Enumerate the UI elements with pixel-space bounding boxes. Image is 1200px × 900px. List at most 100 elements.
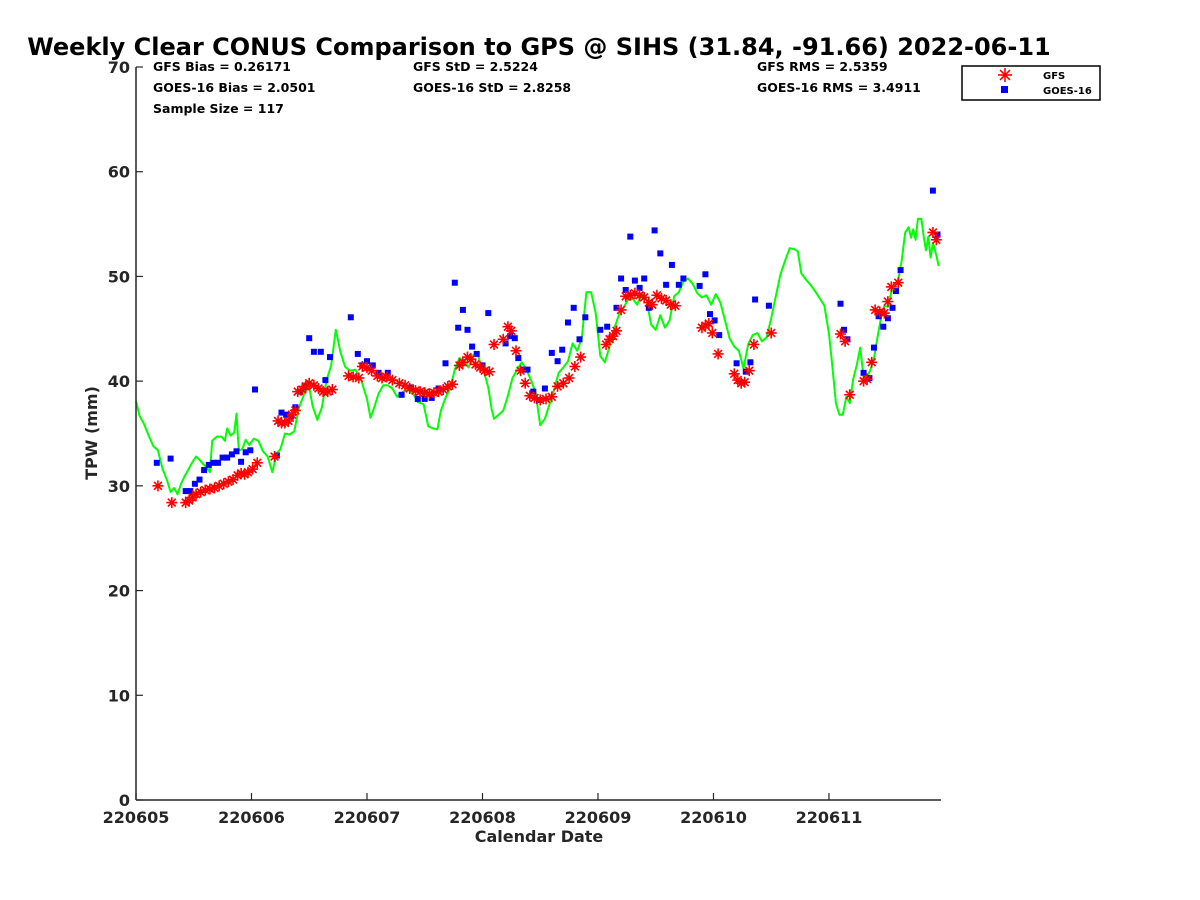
goes16-point [524,366,531,373]
x-tick-label: 220611 [796,808,863,827]
y-tick-label: 20 [108,582,130,601]
gfs-point [247,463,259,475]
gfs-point [152,480,164,492]
gfs-point [706,327,718,339]
goes16-point [519,366,526,373]
gfs-point [866,356,878,368]
goes16-point [875,313,882,320]
goes-std-stat: GOES-16 StD = 2.8258 [413,80,571,95]
goes16-point [196,476,203,483]
goes16-point [233,448,240,455]
gfs-point [519,377,531,389]
legend-goes-square [1001,86,1008,93]
goes16-point [201,467,208,474]
gfs-std-stat: GFS StD = 2.5224 [413,59,538,74]
goes16-point [464,326,471,333]
gfs-point [743,365,755,377]
goes16-point [485,310,492,317]
y-tick-label: 10 [108,686,130,705]
gfs-bias-stat: GFS Bias = 0.26171 [153,59,291,74]
goes16-point [442,360,449,367]
gfs-rms-stat: GFS RMS = 2.5359 [757,59,888,74]
gfs-point [878,307,890,319]
gfs-point [510,345,522,357]
axes: 0 10 20 30 40 50 60 70 220605 220606 220607 220608 2… [103,58,941,827]
gfs-point [765,327,777,339]
gfs-point [615,304,627,316]
goes16-point [582,314,589,321]
goes16-point [541,385,548,392]
goes16-point [657,250,664,257]
goes16-point [866,375,873,381]
gfs-point [483,366,495,378]
y-tick-label: 0 [119,791,130,810]
goes16-point [322,377,329,384]
legend-gfs-asterisk [998,68,1012,82]
gfs-point [610,325,622,337]
gfs-point [712,348,724,360]
gfs-point [303,377,315,389]
goes16-point [871,344,877,351]
goes16-point [219,454,226,461]
goes16-point [167,455,174,462]
goes16-point [215,459,221,466]
sample-size-stat: Sample Size = 117 [153,101,284,116]
gfs-point [839,335,851,347]
goes16-point [716,332,723,339]
legend-gfs-label: GFS [1043,71,1065,82]
legend-gfs-marker [998,68,1012,82]
x-tick-label: 220606 [218,808,285,827]
gfs-point [669,300,681,312]
x-tick-label: 220608 [449,808,516,827]
goes16-point [278,409,285,416]
goes16-point [752,296,759,303]
goes16-point [663,281,670,288]
goes16-point [765,302,772,309]
goes16-point [742,368,749,375]
legend-goes-label: GOES-16 [1043,86,1092,97]
gfs-point [524,390,536,402]
goes16-point [273,452,280,459]
gfs-point [326,384,338,396]
gfs-point [930,234,942,246]
goes16-point [622,287,629,293]
gfs-point [497,333,509,345]
goes16-point [641,275,648,282]
x-tick-label: 220609 [565,808,632,827]
goes16-point [375,369,382,376]
gfs-point [546,391,558,403]
gfs-point [515,365,527,377]
goes16-point [702,271,709,278]
x-axis-label: Calendar Date [475,827,604,846]
goes16-point [880,323,887,330]
goes16-point [675,281,682,288]
chart-title: Weekly Clear CONUS Comparison to GPS @ S… [27,33,1050,61]
gfs-point [569,360,581,372]
goes16-point [515,355,522,362]
goes16-point [897,267,904,274]
goes16-point [837,300,844,307]
goes16-point [929,187,936,194]
goes16-point [893,288,899,295]
plot-area [135,187,942,509]
gfs-point [844,389,856,401]
legend: GFS GOES-16 [961,65,1101,101]
legend-goes-marker [1001,86,1008,93]
x-tick-label: 220607 [334,808,401,827]
goes16-point [651,227,658,234]
gfs-point [882,296,894,308]
goes16-point [451,279,458,286]
goes16-point [191,480,198,487]
goes16-point [680,275,687,282]
goes-bias-stat: GOES-16 Bias = 2.0501 [153,80,315,95]
goes16-point [618,275,625,282]
gfs-point [835,328,847,340]
goes16-point [469,343,476,350]
gfs-point [575,351,587,363]
goes16-point [554,358,561,365]
goes16-point [398,391,405,398]
gfs-point [446,378,458,390]
goes16-point [247,447,254,454]
legend-box [961,65,1101,101]
goes16-point [224,454,231,461]
